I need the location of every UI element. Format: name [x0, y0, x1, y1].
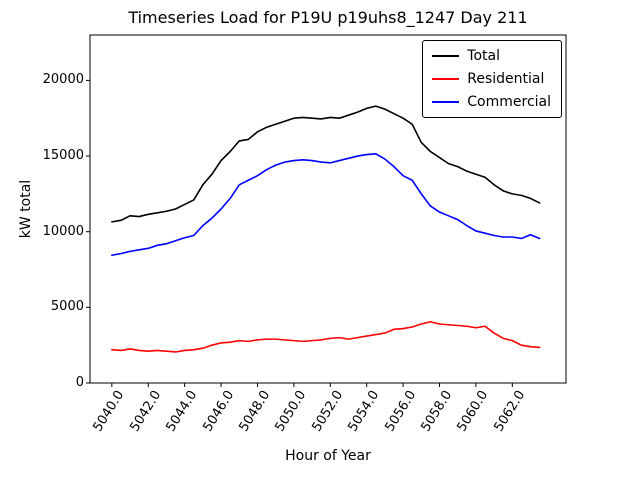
- y-tick-label: 15000: [42, 148, 84, 164]
- series-line-commercial: [111, 152, 541, 256]
- legend-item-commercial: Commercial: [432, 94, 551, 110]
- legend-item-total: Total: [432, 48, 551, 64]
- y-tick-label: 0: [75, 375, 84, 390]
- legend-label-commercial: Commercial: [467, 94, 551, 110]
- residential-line-swatch: [432, 78, 460, 80]
- legend-label-residential: Residential: [467, 71, 545, 87]
- legend-label-total: Total: [467, 48, 500, 64]
- series-line-residential: [111, 320, 541, 353]
- x-axis-label: Hour of Year: [285, 448, 371, 464]
- y-tick-label: 10000: [42, 223, 84, 239]
- y-tick-label: 5000: [50, 299, 84, 315]
- chart-title: Timeseries Load for P19U p19uhs8_1247 Da…: [128, 8, 528, 27]
- legend-item-residential: Residential: [432, 71, 551, 87]
- total-line-swatch: [432, 55, 460, 57]
- axes-frame: [89, 34, 567, 384]
- commercial-line-swatch: [432, 101, 460, 103]
- series-line-total: [111, 105, 541, 223]
- legend: Total Residential Commercial: [422, 40, 562, 118]
- y-tick-label: 20000: [42, 72, 84, 88]
